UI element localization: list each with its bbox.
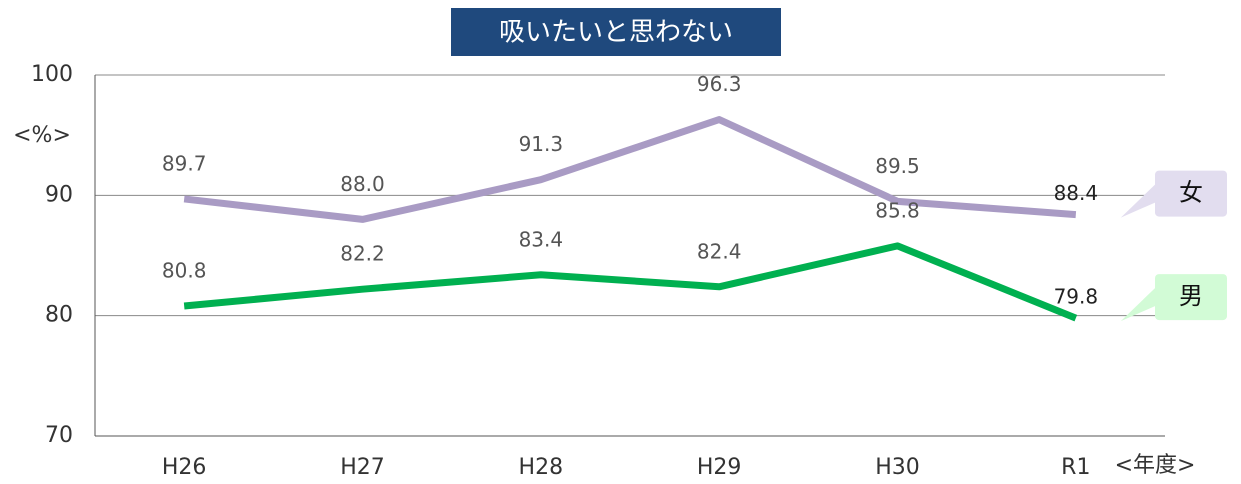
data-label: 85.8 xyxy=(875,198,920,222)
legend-label: 女 xyxy=(1179,179,1203,207)
data-label: 96.3 xyxy=(697,72,742,96)
data-label: 82.2 xyxy=(340,242,385,266)
line xyxy=(183,242,1078,322)
data-label: 82.4 xyxy=(697,239,742,263)
data-label: 89.7 xyxy=(162,151,207,175)
legend-box xyxy=(1155,170,1227,217)
title-box xyxy=(451,8,781,56)
data-label: 80.8 xyxy=(162,259,207,283)
y-tick-label: 80 xyxy=(45,303,73,328)
y-tick-label: 90 xyxy=(45,182,73,207)
x-axis-label: <年度> xyxy=(1115,453,1196,478)
x-tick-label: H27 xyxy=(340,455,385,480)
line xyxy=(183,116,1077,223)
x-tick-label: H28 xyxy=(519,455,564,480)
x-tick-label: H26 xyxy=(162,455,207,480)
x-tick-label: H30 xyxy=(875,455,920,480)
y-tick-label: 100 xyxy=(31,62,73,87)
chart-title: 吸いたいと思わない xyxy=(499,18,733,48)
x-tick-label: R1 xyxy=(1061,455,1090,480)
data-label: 89.5 xyxy=(875,154,920,178)
data-label: 79.8 xyxy=(1054,285,1099,309)
legend-label: 男 xyxy=(1179,282,1203,310)
legend-box xyxy=(1155,274,1227,321)
data-label: 91.3 xyxy=(519,132,564,156)
legend-pointer xyxy=(1120,288,1155,322)
data-label: 83.4 xyxy=(519,227,564,251)
legend-pointer xyxy=(1120,184,1155,218)
y-axis-label: <%> xyxy=(13,123,71,148)
y-tick-label: 70 xyxy=(45,423,73,448)
data-label: 88.0 xyxy=(340,172,385,196)
x-tick-label: H29 xyxy=(697,455,742,480)
data-label: 88.4 xyxy=(1054,181,1099,205)
